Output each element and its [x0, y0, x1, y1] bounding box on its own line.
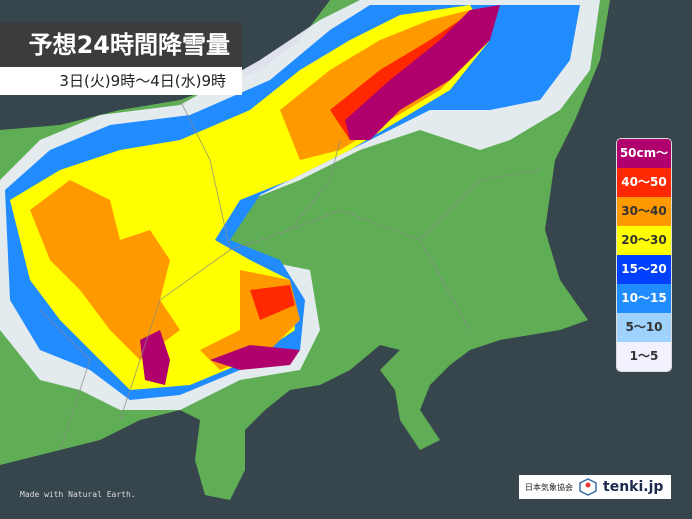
tenki-cube-icon: [579, 478, 597, 496]
legend-item: 20～30: [617, 226, 671, 255]
legend-item: 1～5: [617, 342, 671, 371]
legend-item: 10～15: [617, 284, 671, 313]
forecast-period: 3日(火)9時～4日(水)9時: [0, 67, 242, 95]
legend-item: 5～10: [617, 313, 671, 342]
tenki-brand: tenki.jp: [603, 479, 664, 495]
legend-item: 15～20: [617, 255, 671, 284]
tenki-logo: 日本気象協会 tenki.jp: [519, 475, 671, 499]
legend-item: 50cm～: [617, 139, 671, 168]
legend: 50cm～ 40～50 30～40 20～30 15～20 10～15 5～10 1～5: [616, 138, 672, 372]
map-title: 予想24時間降雪量: [0, 23, 242, 67]
natural-earth-credit: Made with Natural Earth.: [20, 490, 136, 499]
legend-item: 30～40: [617, 197, 671, 226]
snow-areas: [0, 0, 600, 410]
prefecture-borders: [39, 99, 541, 451]
jwa-label: 日本気象協会: [525, 482, 573, 492]
legend-item: 40～50: [617, 168, 671, 197]
